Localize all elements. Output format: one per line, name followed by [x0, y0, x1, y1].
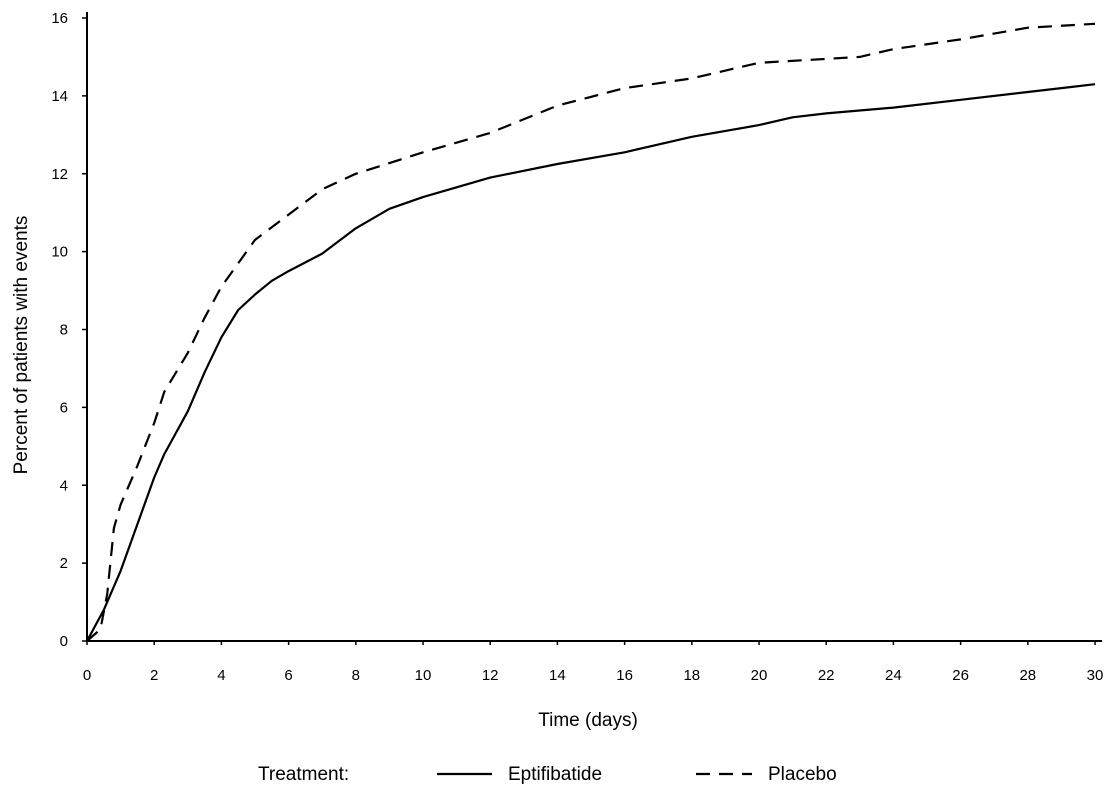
x-tick-label: 10 — [415, 667, 432, 684]
y-tick-label: 10 — [51, 244, 68, 261]
x-tick-label: 18 — [683, 667, 700, 684]
legend-label-placebo: Placebo — [768, 764, 837, 785]
series-layer — [87, 24, 1095, 641]
x-tick-label: 2 — [150, 667, 158, 684]
y-tick-label: 12 — [51, 166, 68, 183]
y-tick-label: 2 — [60, 555, 68, 572]
x-tick-label: 24 — [885, 667, 902, 684]
series-line-eptifibatide — [87, 84, 1095, 641]
x-tick-label: 28 — [1019, 667, 1036, 684]
x-tick-label: 12 — [482, 667, 499, 684]
x-tick-label: 22 — [818, 667, 835, 684]
legend-title: Treatment: — [258, 764, 349, 785]
legend: Treatment: Eptifibatide Placebo — [258, 764, 837, 785]
x-tick-label: 20 — [751, 667, 768, 684]
legend-label-eptifibatide: Eptifibatide — [508, 764, 602, 785]
y-tick-label: 8 — [60, 322, 68, 339]
x-axis-title: Time (days) — [538, 710, 638, 731]
y-tick-label: 6 — [60, 399, 68, 416]
y-tick-label: 14 — [51, 88, 68, 105]
y-tick-label: 4 — [60, 477, 68, 494]
x-tick-label: 16 — [616, 667, 633, 684]
x-tick-label: 14 — [549, 667, 566, 684]
x-tick-label: 26 — [952, 667, 969, 684]
x-tick-label: 8 — [352, 667, 360, 684]
series-line-placebo — [87, 24, 1095, 641]
x-tick-label: 4 — [217, 667, 225, 684]
x-tick-label: 30 — [1087, 667, 1104, 684]
axes — [87, 12, 1102, 641]
y-tick-label: 0 — [60, 633, 68, 650]
y-tick-label: 16 — [51, 10, 68, 27]
x-tick-label: 6 — [284, 667, 292, 684]
y-axis-title: Percent of patients with events — [11, 216, 32, 475]
x-tick-label: 0 — [83, 667, 91, 684]
